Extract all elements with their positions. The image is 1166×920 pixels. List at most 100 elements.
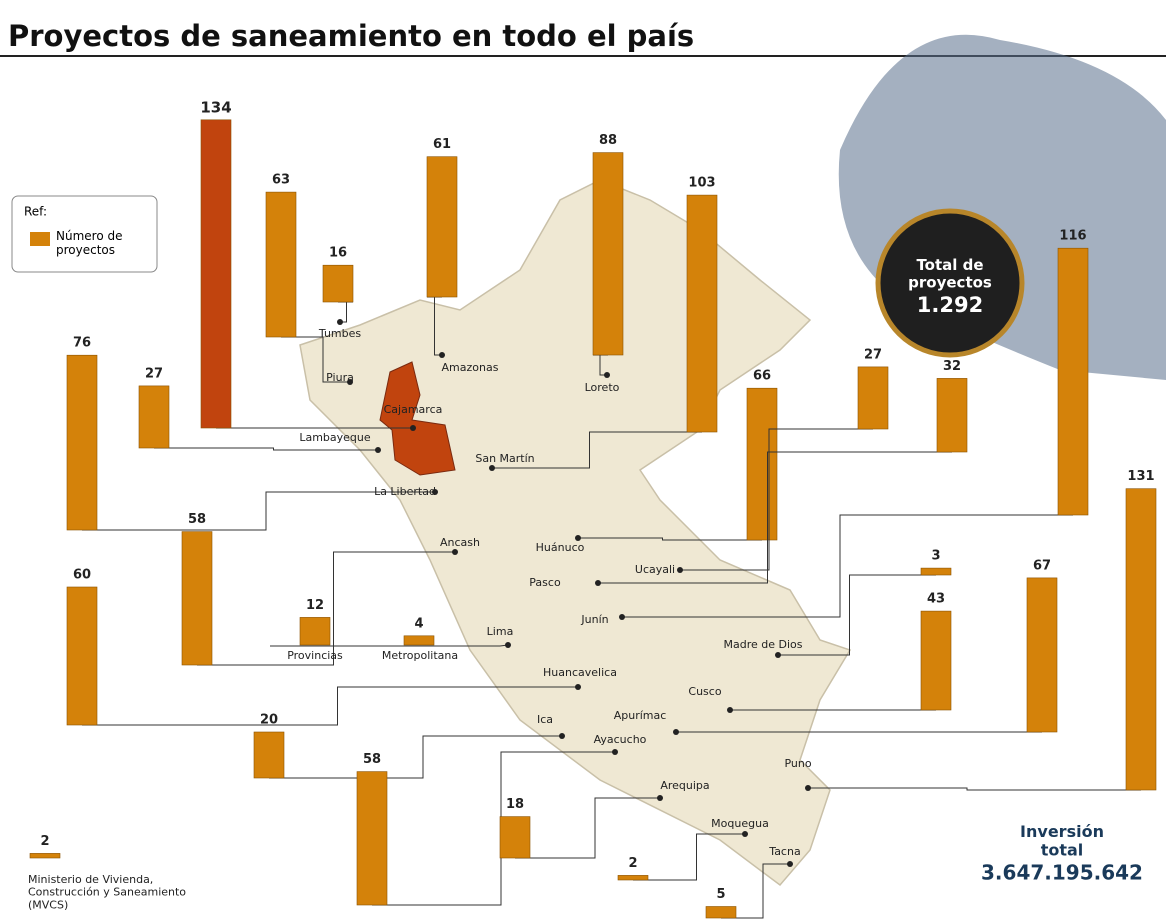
bar	[687, 195, 717, 432]
region-dot	[805, 785, 811, 791]
connector	[269, 736, 562, 778]
bar	[139, 386, 169, 448]
region-dot	[657, 795, 663, 801]
infographic: Proyectos de saneamiento en todo el país…	[0, 0, 1166, 920]
region-dot	[612, 749, 618, 755]
chart-title: Proyectos de saneamiento en todo el país	[8, 19, 694, 53]
bar	[323, 265, 353, 302]
value-label: 131	[1127, 469, 1154, 484]
legend-swatch	[30, 232, 50, 246]
bar	[747, 388, 777, 540]
value-label: 116	[1059, 229, 1086, 244]
value-label: 27	[864, 347, 882, 362]
region-dot	[742, 831, 748, 837]
region-dot	[595, 580, 601, 586]
value-label: 12	[306, 598, 324, 613]
connector	[372, 752, 615, 905]
bar	[593, 153, 623, 355]
connector	[338, 302, 353, 322]
region-dot	[787, 861, 793, 867]
bar	[427, 157, 457, 297]
bar	[201, 120, 231, 428]
connector	[154, 448, 378, 450]
value-label: 67	[1033, 558, 1051, 573]
bar	[921, 568, 951, 575]
value-label: 63	[272, 173, 290, 188]
bar	[858, 367, 888, 429]
bar	[357, 772, 387, 905]
region-label: Tumbes	[318, 327, 361, 340]
bar	[706, 907, 736, 919]
value-label: 58	[363, 752, 381, 767]
bar	[67, 355, 97, 530]
value-label: 76	[73, 336, 91, 351]
value-label: 5	[716, 887, 725, 902]
value-label: 20	[260, 713, 278, 728]
region-dot	[439, 352, 445, 358]
region-dot	[410, 425, 416, 431]
region-label: Huancavelica	[543, 666, 617, 679]
value-label: 43	[927, 592, 945, 607]
region-label: Junín	[580, 613, 608, 626]
region-label: Lambayeque	[299, 431, 371, 444]
region-label: Lima	[487, 625, 514, 638]
connector	[808, 788, 1141, 790]
region-label: Loreto	[585, 381, 620, 394]
bar	[1058, 248, 1088, 515]
region-dot	[727, 707, 733, 713]
region-dot	[575, 684, 581, 690]
bar	[266, 192, 296, 337]
region-label: Cusco	[688, 685, 721, 698]
total-value: 1.292	[917, 293, 983, 317]
bar	[500, 817, 530, 858]
value-label: 2	[628, 856, 637, 871]
region-label: Huánuco	[536, 541, 585, 554]
region-label: Ucayali	[635, 563, 675, 576]
value-label: 88	[599, 133, 617, 148]
region-dot	[604, 372, 610, 378]
region-label: La Libertad	[374, 485, 436, 498]
value-label: 4	[414, 616, 423, 631]
region-label: Madre de Dios	[724, 638, 803, 651]
investment-value: 3.647.195.642	[981, 861, 1143, 885]
value-label: 32	[943, 359, 961, 374]
value-label: 66	[753, 369, 771, 384]
legend-label: Número deproyectos	[56, 229, 122, 257]
region-label: Cajamarca	[384, 403, 443, 416]
value-label: 18	[506, 797, 524, 812]
region-dot	[677, 567, 683, 573]
region-label: Tacna	[768, 845, 800, 858]
region-dot	[559, 733, 565, 739]
value-label: 27	[145, 366, 163, 381]
region-label: Puno	[784, 757, 811, 770]
region-dot	[452, 549, 458, 555]
bar	[618, 875, 648, 880]
value-label: 16	[329, 246, 347, 261]
region-label: Arequipa	[660, 779, 709, 792]
region-label: Ministerio de Vivienda,Construcción y Sa…	[28, 873, 186, 911]
region-dot	[673, 729, 679, 735]
bar	[30, 853, 60, 858]
bar	[254, 732, 284, 778]
bar	[404, 636, 434, 645]
value-label: 61	[433, 137, 451, 152]
region-label: Amazonas	[442, 361, 499, 374]
region-label: Metropolitana	[382, 649, 458, 662]
connector	[515, 798, 660, 858]
bar	[300, 617, 330, 645]
region-label: Apurímac	[614, 709, 667, 722]
region-label: Moquegua	[711, 817, 769, 830]
value-label: 103	[688, 176, 715, 191]
value-label: 60	[73, 568, 91, 583]
region-label: Piura	[326, 371, 354, 384]
region-dot	[619, 614, 625, 620]
region-label: Pasco	[529, 576, 561, 589]
bar	[67, 587, 97, 725]
bar	[1126, 489, 1156, 790]
bar	[182, 532, 212, 665]
legend-title: Ref:	[24, 205, 47, 219]
region-dot	[489, 465, 495, 471]
bar	[921, 611, 951, 710]
